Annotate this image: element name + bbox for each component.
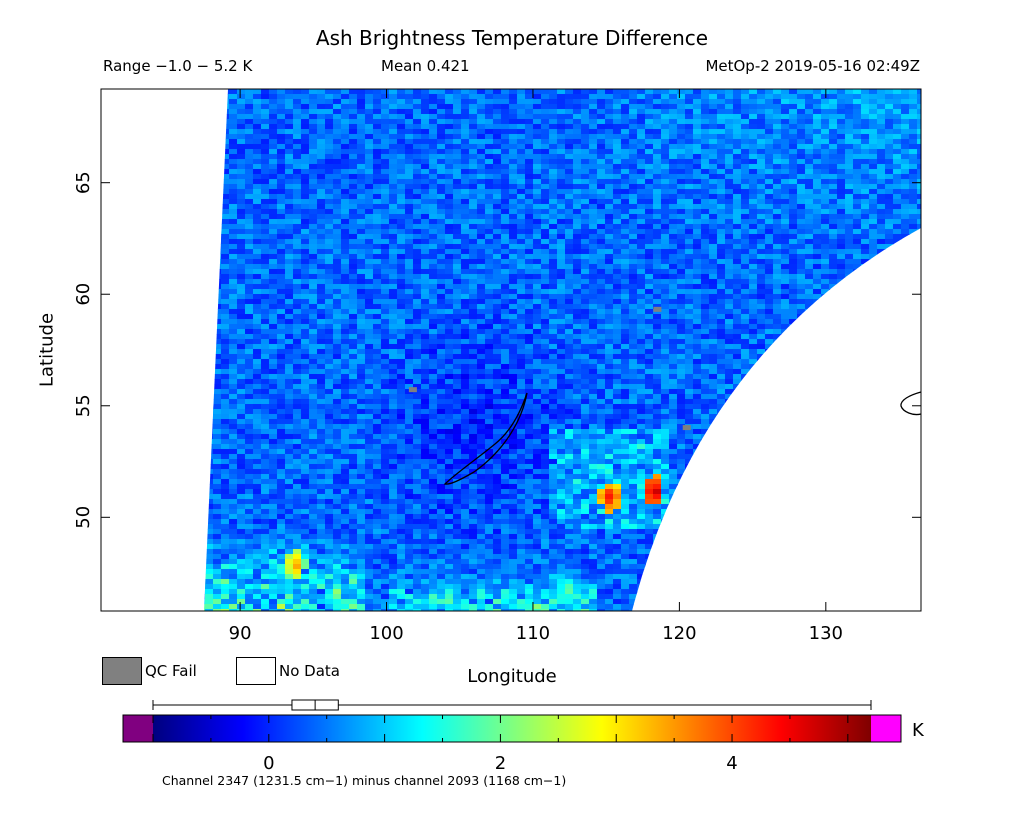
colorbar-footnote: Channel 2347 (1231.5 cm−1) minus channel…	[162, 773, 566, 788]
colorbar: 0 2 4	[123, 700, 901, 774]
y-tick-label: 65	[73, 171, 94, 194]
qc-fail-point	[683, 425, 691, 430]
colorbar-tick-label: 2	[495, 753, 506, 774]
colorbar-tick-label: 4	[726, 753, 737, 774]
y-axis-label: Latitude	[37, 313, 58, 387]
colorbar-unit: K	[912, 720, 924, 741]
x-axis-label: Longitude	[467, 666, 557, 687]
data-swath	[101, 89, 926, 615]
x-tick-label: 90	[229, 623, 252, 644]
colorbar-tick-label: 0	[263, 753, 274, 774]
y-tick-label: 50	[73, 506, 94, 529]
x-tick-label: 130	[809, 623, 843, 644]
x-tick-label: 110	[516, 623, 550, 644]
x-tick-label: 100	[369, 623, 403, 644]
y-tick-label: 60	[73, 283, 94, 306]
colorbar-above-range	[871, 715, 901, 742]
colorbar-gradient	[153, 715, 871, 742]
coastline-outline	[901, 392, 921, 415]
no-data-swatch	[236, 657, 276, 685]
y-tick-label: 55	[73, 394, 94, 417]
qc-fail-point	[409, 387, 417, 392]
colorbar-below-range	[123, 715, 153, 742]
qc-fail-point	[653, 307, 661, 312]
no-data-label: No Data	[279, 662, 340, 680]
qc-fail-label: QC Fail	[145, 662, 197, 680]
qc-fail-swatch	[102, 657, 142, 685]
x-tick-label: 120	[662, 623, 696, 644]
